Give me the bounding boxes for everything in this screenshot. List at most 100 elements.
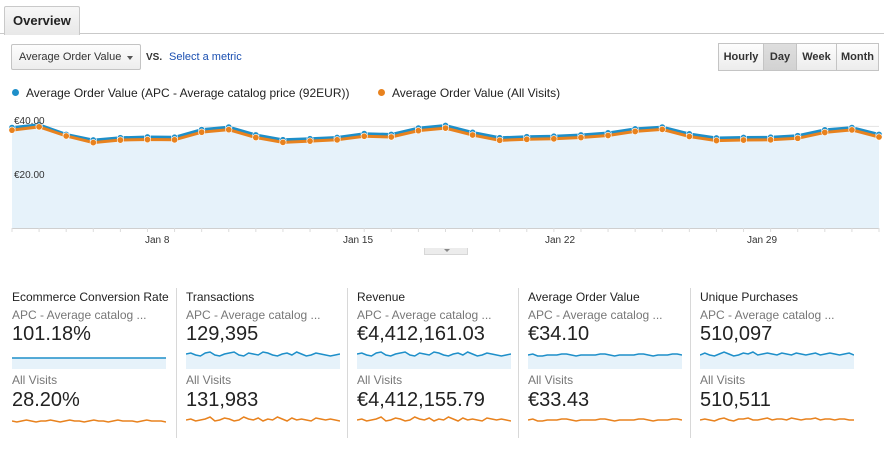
- sparkline-seg2: [12, 419, 166, 434]
- sparkline-area: [12, 358, 166, 369]
- scorecard-seg1-label: APC - Average catalog ...: [12, 308, 147, 322]
- sparkline-seg1: [528, 353, 682, 369]
- scorecard-seg2-label: All Visits: [186, 373, 232, 387]
- sparkline-area: [700, 418, 854, 434]
- x-tick-label: Jan 15: [343, 235, 374, 246]
- select-metric-link[interactable]: Select a metric: [169, 51, 242, 63]
- sparkline-seg1: [357, 351, 511, 369]
- sparkline-line: [357, 416, 511, 422]
- scorecard-seg2-label: All Visits: [528, 373, 574, 387]
- scorecard-transactions[interactable]: Transactions APC - Average catalog ... 1…: [176, 288, 341, 438]
- sparkline-seg2: [186, 416, 340, 434]
- series-2-point: [116, 136, 124, 144]
- scorecard-seg2-value: €4,412,155.79: [357, 389, 485, 411]
- scorecard-title: Transactions: [186, 290, 255, 304]
- series-2-point: [550, 135, 558, 143]
- series-2-point: [685, 132, 693, 140]
- month-button[interactable]: Month: [836, 43, 879, 71]
- series-2-point: [8, 126, 16, 134]
- scorecard-seg2-label: All Visits: [357, 373, 403, 387]
- series-2-point: [171, 136, 179, 144]
- scorecard-unique-purchases[interactable]: Unique Purchases APC - Average catalog .…: [690, 288, 880, 438]
- x-tick-label: Jan 8: [145, 235, 170, 246]
- scorecard-ecommerce-conversion-rate[interactable]: Ecommerce Conversion Rate APC - Average …: [12, 288, 177, 438]
- scorecard-average-order-value[interactable]: Average Order Value APC - Average catalo…: [518, 288, 683, 438]
- series-2-point: [712, 137, 720, 145]
- series-2-point: [306, 137, 314, 145]
- scorecard-seg1-label: APC - Average catalog ...: [186, 308, 321, 322]
- sparkline-seg1: [12, 357, 166, 369]
- x-tick-label: Jan 22: [545, 235, 576, 246]
- scorecard-seg1-label: APC - Average catalog ...: [357, 308, 492, 322]
- sparkline-line: [700, 351, 854, 357]
- series-2-point: [631, 127, 639, 135]
- scorecard-seg1-value: €4,412,161.03: [357, 323, 485, 345]
- area-fill: [12, 124, 879, 228]
- scorecard-title: Revenue: [357, 290, 406, 304]
- series-2-point: [414, 127, 422, 135]
- day-button[interactable]: Day: [763, 43, 797, 71]
- sparkline-area: [357, 417, 511, 434]
- series-2-point: [794, 134, 802, 142]
- series-2-point: [279, 138, 287, 146]
- line-chart[interactable]: [0, 106, 884, 256]
- series-2-point: [387, 133, 395, 141]
- scorecard-seg2-value: 131,983: [186, 389, 259, 411]
- series-2-point: [767, 136, 775, 144]
- scorecard-title: Ecommerce Conversion Rate: [12, 290, 169, 304]
- series-2-point: [469, 131, 477, 139]
- hourly-button[interactable]: Hourly: [718, 43, 764, 71]
- series-2-point: [62, 132, 70, 140]
- tab-overview[interactable]: Overview: [4, 6, 80, 35]
- sparkline-area: [528, 354, 682, 369]
- week-button[interactable]: Week: [796, 43, 837, 71]
- series-2-point: [658, 125, 666, 133]
- chart-resize-handle[interactable]: [424, 248, 468, 255]
- series-2-point: [848, 126, 856, 134]
- sparkline-line: [700, 417, 854, 422]
- scorecard-seg2-value: 510,511: [700, 389, 771, 411]
- series-2-point: [143, 136, 151, 144]
- series-2-point: [740, 136, 748, 144]
- series-2-point: [89, 139, 97, 147]
- series-2-point: [875, 133, 883, 141]
- scorecard-seg1-label: APC - Average catalog ...: [528, 308, 663, 322]
- sparkline-line: [12, 419, 166, 423]
- series-2-point: [821, 128, 829, 136]
- sparkline-line: [528, 418, 682, 422]
- scorecard-title: Average Order Value: [528, 290, 640, 304]
- tab-bar: Overview: [0, 0, 884, 35]
- y-tick-label: €20.00: [14, 170, 45, 181]
- scorecard-seg2-value: €33.43: [528, 389, 590, 411]
- series-2-point: [496, 136, 504, 144]
- sparkline-seg2: [357, 416, 511, 434]
- scorecard-seg2-label: All Visits: [700, 373, 746, 387]
- sparkline-line: [186, 351, 340, 357]
- legend-label-series2: Average Order Value (All Visits): [392, 86, 561, 100]
- scorecard-seg1-value: 510,097: [700, 323, 773, 345]
- series-2-point: [577, 134, 585, 142]
- metric-dropdown-label: Average Order Value: [19, 51, 122, 63]
- metric-dropdown[interactable]: Average Order Value: [11, 44, 141, 70]
- scorecard-title: Unique Purchases: [700, 290, 799, 304]
- series2-dot-icon: [378, 89, 385, 96]
- scorecard-seg2-label: All Visits: [12, 373, 58, 387]
- x-tick-label: Jan 29: [747, 235, 778, 246]
- series-2-point: [225, 126, 233, 134]
- sparkline-seg1: [700, 351, 854, 369]
- series-2-point: [252, 134, 260, 142]
- legend-item-series2[interactable]: Average Order Value (All Visits): [378, 86, 560, 100]
- scorecard-seg1-value: €34.10: [528, 323, 590, 345]
- series-2-point: [360, 132, 368, 140]
- chevron-down-icon: [127, 56, 133, 60]
- scorecard-seg1-value: 101.18%: [12, 323, 91, 345]
- series-2-point: [441, 124, 449, 132]
- scorecard-revenue[interactable]: Revenue APC - Average catalog ... €4,412…: [347, 288, 512, 438]
- scorecard-seg1-label: APC - Average catalog ...: [700, 308, 835, 322]
- sparkline-area: [12, 420, 166, 434]
- line-chart-svg: [8, 121, 883, 232]
- scorecard-seg2-value: 28.20%: [12, 389, 80, 411]
- vs-label: VS.: [146, 52, 163, 63]
- sparkline-area: [357, 352, 511, 369]
- legend-item-series1[interactable]: Average Order Value (APC - Average catal…: [12, 86, 349, 100]
